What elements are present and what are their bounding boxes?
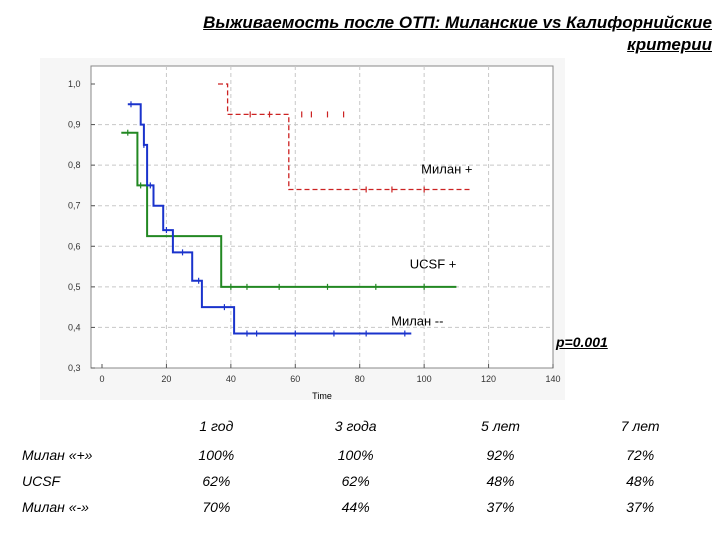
survival-table: 1 год 3 года 5 лет 7 лет Милан «+» 100% … <box>20 410 710 520</box>
table-cell: 72% <box>626 447 655 463</box>
x-tick-label: 80 <box>355 374 365 384</box>
table-row: Милан «-» 70% 44% 37% 37% <box>20 494 710 520</box>
table-cell: 70% <box>202 499 231 515</box>
plot-area <box>90 65 554 369</box>
y-tick-label: 0,8 <box>68 160 81 170</box>
table-row-label: UCSF <box>22 473 61 489</box>
grid-lines <box>91 66 553 368</box>
table-cell: 62% <box>341 473 370 489</box>
x-tick-label: 60 <box>290 374 300 384</box>
table-header-cell: 1 год <box>199 418 234 434</box>
table-header-cell: 5 лет <box>481 418 520 434</box>
y-tick-label: 1,0 <box>68 79 81 89</box>
table-cell: 48% <box>486 473 515 489</box>
axis-ticks: 1,0 0,9 0,8 0,7 0,6 0,5 0,4 0,3 0 20 40 60 80 100 120 1… <box>68 79 561 384</box>
table-cell: 100% <box>337 447 374 463</box>
y-tick-label: 0,7 <box>68 201 81 211</box>
series-line-2 <box>127 103 412 335</box>
series-labels: Милан + UCSF + Милан -- <box>391 161 472 328</box>
series-label-1: UCSF + <box>410 257 457 272</box>
x-tick-label: 40 <box>226 374 236 384</box>
series-label-2: Милан -- <box>391 313 443 328</box>
chart-title-line2: критерии <box>627 35 712 54</box>
table-cell: 44% <box>341 499 370 515</box>
table-header-cell <box>20 410 152 442</box>
table-cell: 48% <box>626 473 655 489</box>
table-cell: 62% <box>202 473 231 489</box>
table-header-cell: 3 года <box>334 418 377 434</box>
table-cell: 100% <box>198 447 235 463</box>
x-axis-label: Time <box>312 391 332 401</box>
series-label-0: Милан + <box>421 161 472 176</box>
y-tick-label: 0,3 <box>68 363 81 373</box>
series-line-0 <box>218 83 473 191</box>
x-tick-label: 0 <box>99 374 104 384</box>
y-tick-label: 0,4 <box>68 322 81 332</box>
p-value: p=0.001 <box>556 334 608 350</box>
x-tick-label: 100 <box>417 374 432 384</box>
table-row: UCSF 62% 62% 48% 48% <box>20 468 710 494</box>
table-row-label: Милан «-» <box>22 499 89 515</box>
chart-title-line1: Выживаемость после ОТП: Миланские vs Кал… <box>203 13 712 32</box>
x-tick-label: 120 <box>481 374 496 384</box>
x-tick-label: 140 <box>545 374 560 384</box>
x-tick-label: 20 <box>161 374 171 384</box>
y-tick-label: 0,5 <box>68 282 81 292</box>
table-cell: 37% <box>626 499 655 515</box>
table-cell: 37% <box>486 499 515 515</box>
table-cell: 92% <box>486 447 515 463</box>
table-row-label: Милан «+» <box>22 447 93 463</box>
table-header-row: 1 год 3 года 5 лет 7 лет <box>20 410 710 442</box>
series-layer <box>121 83 473 337</box>
table-header-cell: 7 лет <box>620 418 660 434</box>
y-tick-label: 0,6 <box>68 241 81 251</box>
series-line-1 <box>121 131 457 288</box>
table-row: Милан «+» 100% 100% 92% 72% <box>20 442 710 468</box>
chart-title: Выживаемость после ОТП: Миланские vs Кал… <box>150 12 712 56</box>
y-tick-label: 0,9 <box>68 120 81 130</box>
